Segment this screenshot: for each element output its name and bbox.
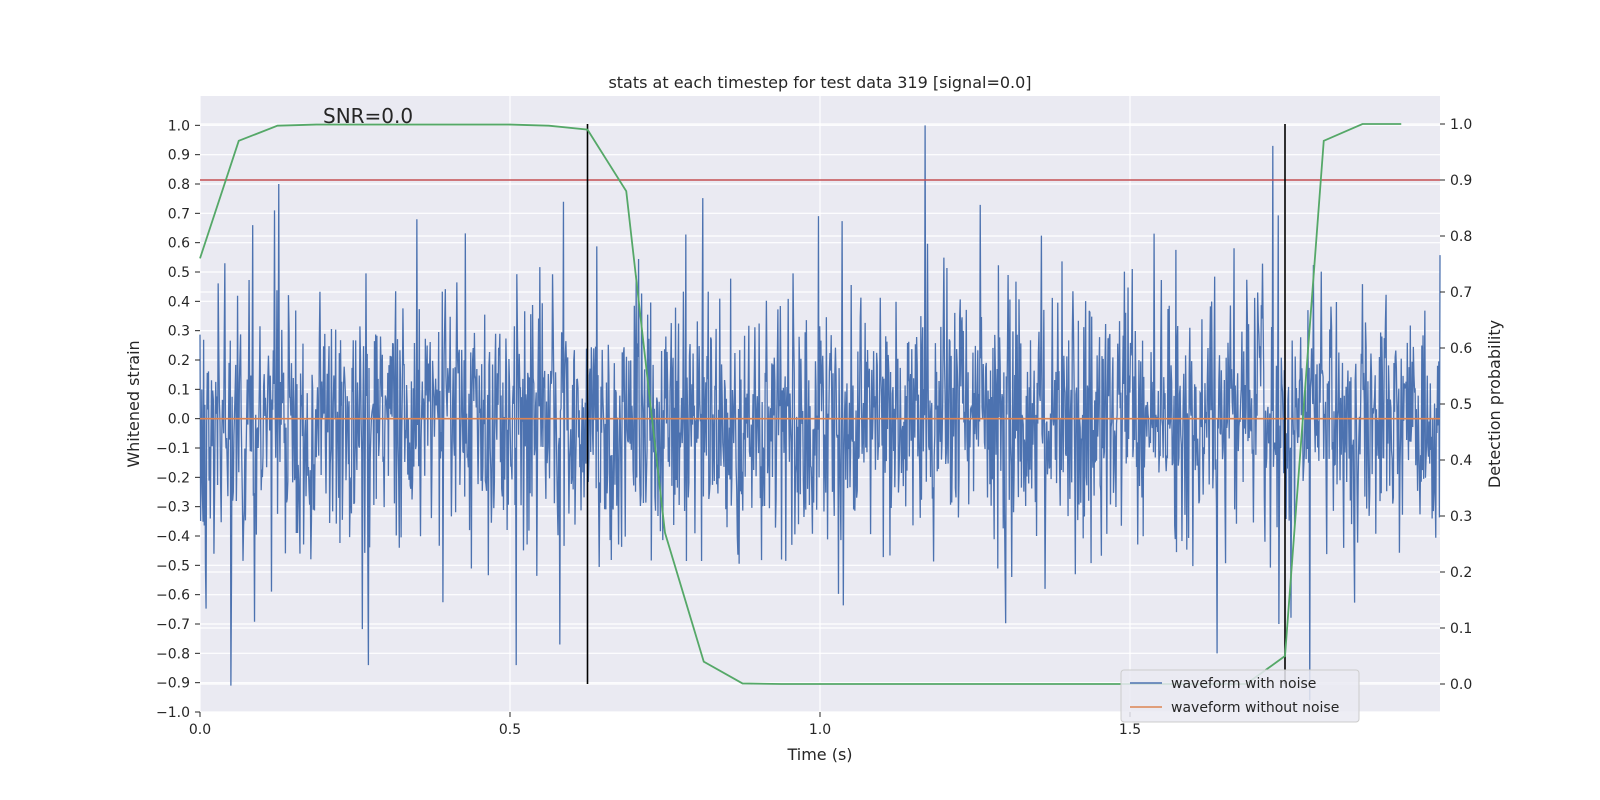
y2-tick-label: 1.0	[1450, 117, 1472, 133]
y2-tick-label: 0.8	[1450, 229, 1472, 245]
legend-label-noise: waveform with noise	[1171, 676, 1316, 692]
x-axis: 0.0 0.5 1.0 1.5	[189, 712, 1141, 738]
x-tick-label: 0.5	[499, 722, 521, 738]
y2-tick-label: 0.7	[1450, 285, 1472, 301]
y-tick-label: 0.8	[168, 177, 190, 193]
y-tick-label: −0.5	[156, 558, 190, 574]
x-tick-label: 1.5	[1119, 722, 1141, 738]
snr-annotation: SNR=0.0	[323, 104, 413, 128]
y-tick-label: −1.0	[156, 705, 190, 721]
y-tick-label: 1.0	[168, 118, 190, 134]
y2-axis-label: Detection probability	[1485, 320, 1504, 488]
y2-tick-label: 0.4	[1450, 453, 1472, 469]
y-tick-label: −0.7	[156, 617, 190, 633]
y2-tick-label: 0.9	[1450, 173, 1472, 189]
y-tick-label: 0.3	[168, 324, 190, 340]
y-tick-label: −0.1	[156, 441, 190, 457]
y2-tick-label: 0.2	[1450, 565, 1472, 581]
y-tick-label: −0.9	[156, 676, 190, 692]
y-tick-label: −0.8	[156, 646, 190, 662]
y2-tick-label: 0.5	[1450, 397, 1472, 413]
y2-tick-label: 0.1	[1450, 621, 1472, 637]
legend-box	[1120, 669, 1360, 723]
x-tick-label: 1.0	[809, 722, 831, 738]
chart-title: stats at each timestep for test data 319…	[608, 73, 1031, 92]
waveform-with-noise-series	[199, 125, 1441, 701]
y-tick-label: 0.5	[168, 265, 190, 281]
legend: waveform with noise waveform without noi…	[1120, 669, 1360, 723]
y-tick-label: 0.0	[168, 412, 190, 428]
y-tick-label: −0.6	[156, 588, 190, 604]
y-axis-label: Whitened strain	[124, 340, 143, 467]
y-tick-label: 0.7	[168, 206, 190, 222]
legend-label-clean: waveform without noise	[1171, 700, 1339, 716]
x-tick-label: 0.0	[189, 722, 211, 738]
y-axis-right: 0.0 0.1 0.2 0.3 0.4 0.5 0.6 0.7 0.8 0.9 1.0	[1440, 117, 1472, 693]
y-tick-label: 0.1	[168, 382, 190, 398]
y2-tick-label: 0.6	[1450, 341, 1472, 357]
y-tick-label: −0.2	[156, 470, 190, 486]
y2-tick-label: 0.3	[1450, 509, 1472, 525]
y-tick-label: −0.4	[156, 529, 190, 545]
y-tick-label: 0.2	[168, 353, 190, 369]
y-tick-label: 0.6	[168, 236, 190, 252]
waveform-with-noise-line	[199, 125, 1441, 701]
y-tick-label: −0.3	[156, 500, 190, 516]
y-tick-label: 0.4	[168, 294, 190, 310]
y-tick-label: 0.9	[168, 148, 190, 164]
y2-tick-label: 0.0	[1450, 677, 1472, 693]
y-axis-left: −1.0 −0.9 −0.8 −0.7 −0.6 −0.5 −0.4 −0.3 −0.2 −0.1…	[156, 118, 200, 721]
x-axis-label: Time (s)	[786, 745, 852, 764]
